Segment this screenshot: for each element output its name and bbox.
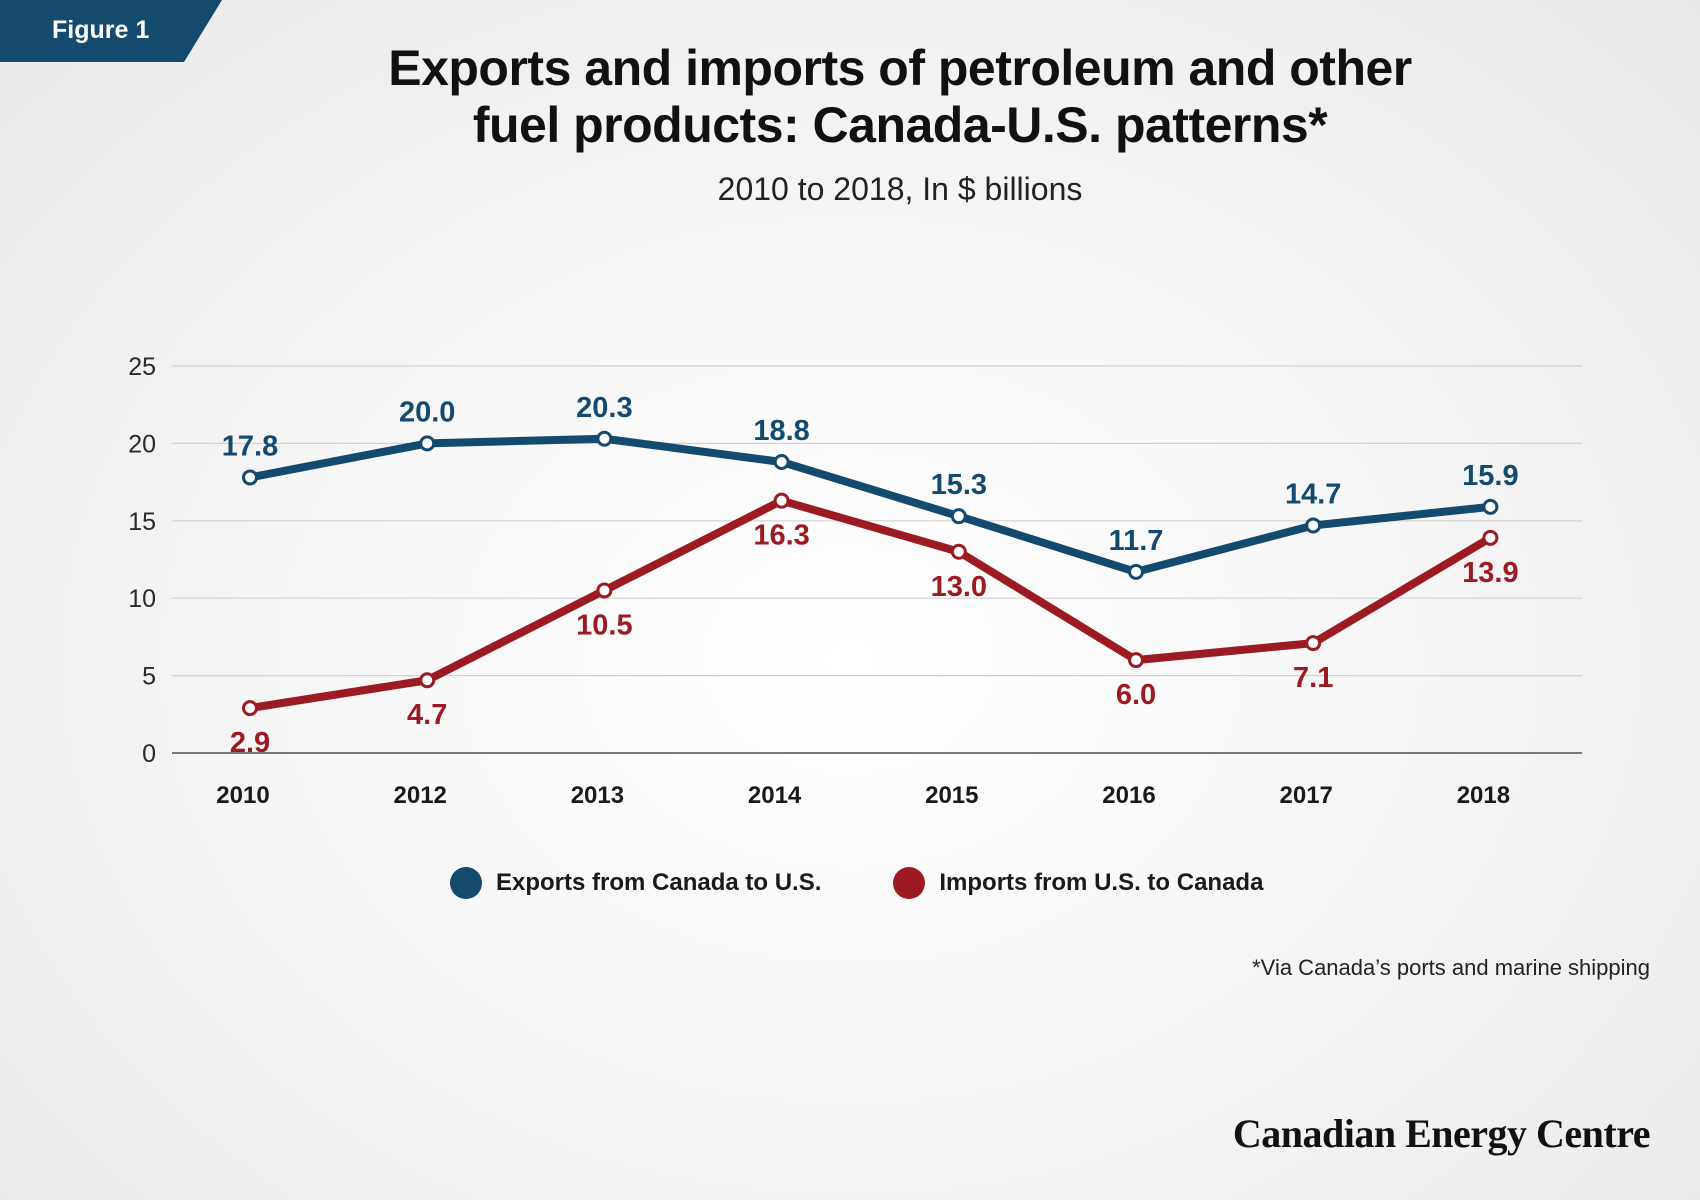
data-point-imports: [950, 543, 967, 560]
data-label-exports: 17.8: [222, 430, 278, 462]
x-tick-label: 2017: [1280, 782, 1333, 809]
series-lines: [242, 430, 1499, 717]
series-line-exports: [246, 434, 1495, 576]
x-tick-label: 2018: [1457, 782, 1510, 809]
data-point-exports: [1305, 517, 1322, 534]
data-point-exports: [419, 435, 436, 452]
data-label-exports: 18.8: [753, 415, 809, 447]
data-point-imports: [242, 700, 258, 717]
data-label-imports: 4.7: [407, 699, 447, 731]
data-label-imports: 6.0: [1116, 679, 1156, 711]
data-label-exports: 15.9: [1462, 460, 1518, 492]
data-point-exports: [1482, 498, 1499, 515]
y-tick-label: 25: [128, 353, 156, 381]
data-point-imports: [1128, 652, 1144, 669]
legend-swatch-imports: [893, 867, 926, 899]
chart-title-line-1: Exports and imports of petroleum and oth…: [388, 40, 1412, 96]
data-label-exports: 20.0: [399, 396, 455, 428]
x-tick-label: 2015: [925, 782, 978, 809]
data-label-exports: 11.7: [1109, 525, 1164, 557]
chart-subtitle: 2010 to 2018, In $ billions: [717, 171, 1083, 207]
data-label-exports: 14.7: [1285, 478, 1341, 510]
x-tick-label: 2014: [748, 782, 802, 809]
x-tick-label: 2013: [571, 782, 624, 809]
legend-item-exports: Exports from Canada to U.S.: [450, 867, 821, 899]
x-tick-label: 2012: [394, 782, 447, 809]
data-point-imports: [419, 672, 436, 689]
figure-tag: [0, 0, 222, 62]
data-point-exports: [242, 469, 258, 486]
x-tick-label: 2016: [1102, 782, 1155, 809]
chart-title-line-2: fuel products: Canada-U.S. patterns*: [472, 97, 1328, 153]
x-axis-ticks: 2010 2012 2013 2014 2015 2016 2017 2018: [216, 782, 1510, 809]
y-tick-label: 10: [128, 585, 156, 613]
figure-label: Figure 1: [52, 16, 150, 44]
y-axis-ticks: 0 5 10 15 20 25: [128, 353, 156, 768]
brand-logo-text: Canadian Energy Centre: [1232, 1111, 1651, 1156]
y-tick-label: 15: [128, 508, 156, 536]
legend-item-imports: Imports from U.S. to Canada: [893, 867, 1263, 899]
data-label-exports: 15.3: [931, 469, 987, 501]
legend-swatch-exports: [450, 867, 482, 899]
x-tick-label: 2010: [216, 782, 269, 809]
y-tick-label: 20: [128, 430, 156, 458]
data-point-imports: [1305, 635, 1322, 652]
data-label-imports: 10.5: [576, 609, 632, 641]
data-label-imports: 16.3: [753, 520, 809, 552]
data-label-exports: 20.3: [576, 392, 632, 424]
data-label-imports: 13.0: [931, 571, 987, 603]
data-point-exports: [950, 508, 967, 525]
legend-label-imports: Imports from U.S. to Canada: [939, 869, 1264, 896]
data-point-exports: [1128, 563, 1144, 580]
data-point-imports: [773, 492, 790, 509]
data-label-imports: 2.9: [230, 727, 270, 759]
data-point-exports: [773, 453, 790, 470]
gridlines: [172, 365, 1582, 754]
data-labels: 17.8 20.0 20.3 18.8 15.3 11.7 14.7 15.9 2.9 4.7 10…: [222, 392, 1519, 759]
y-tick-label: 5: [142, 663, 156, 691]
chart-title: Exports and imports of petroleum and oth…: [250, 40, 1550, 154]
data-label-imports: 7.1: [1293, 662, 1333, 694]
figure-tag-background: [0, 0, 222, 62]
data-point-exports: [596, 430, 613, 447]
footnote: *Via Canada’s ports and marine shipping: [1252, 955, 1650, 980]
y-tick-label: 0: [142, 740, 156, 768]
data-point-imports: [1482, 529, 1499, 546]
chart-legend: Exports from Canada to U.S. Imports from…: [450, 865, 1335, 901]
legend-label-exports: Exports from Canada to U.S.: [496, 869, 822, 896]
data-label-imports: 13.9: [1462, 557, 1518, 589]
series-line-imports: [246, 496, 1495, 713]
data-point-imports: [596, 582, 613, 599]
